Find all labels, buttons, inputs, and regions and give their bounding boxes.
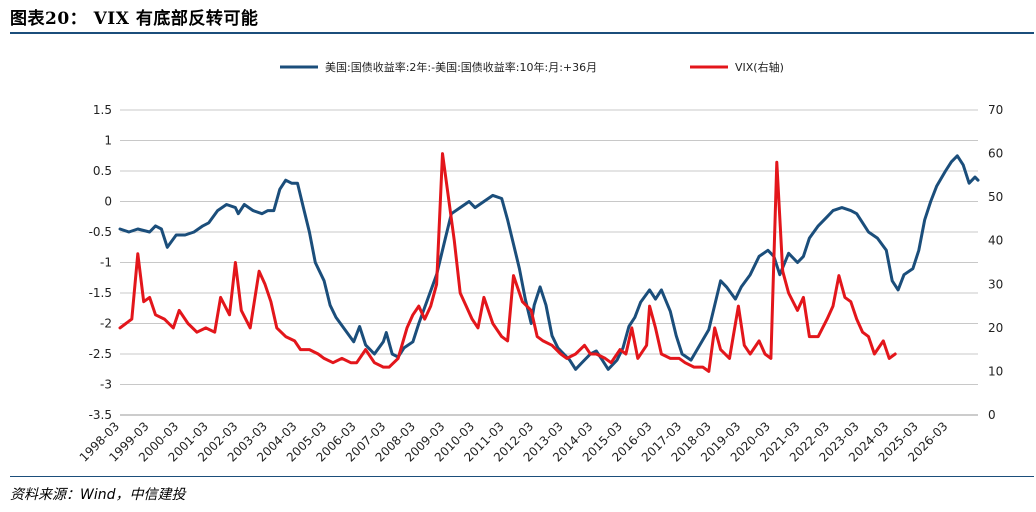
y-right-tick-label: 60	[988, 147, 1003, 161]
legend-label-1: 美国:国债收益率:2年:-美国:国债收益率:10年:月:+36月	[325, 60, 597, 74]
title-divider	[10, 32, 1034, 34]
series-line-2	[118, 152, 897, 373]
y-left-tick-label: -2.5	[89, 347, 112, 361]
y-axis-left: 1.5 1 0.5 0 -0.5 -1 -1.5 -2 -2.5 -3 -3.5	[89, 103, 112, 422]
chart: 1.5 1 0.5 0 -0.5 -1 -1.5 -2 -2.5 -3 -3.5 70 60 50 40 3…	[77, 60, 1004, 465]
y-left-tick-label: -2	[100, 317, 112, 331]
y-left-tick-label: 0	[104, 195, 112, 209]
y-right-tick-label: 50	[988, 190, 1003, 204]
chart-grid	[120, 109, 978, 416]
source-divider	[10, 476, 1034, 477]
chart-lines	[118, 152, 980, 373]
y-left-tick-label: -1.5	[89, 286, 112, 300]
x-axis: 1998-031999-032000-032001-032002-032003-…	[77, 414, 978, 465]
y-left-tick-label: -3.5	[89, 408, 112, 422]
y-right-tick-label: 10	[988, 364, 1003, 378]
y-left-tick-label: 0.5	[93, 164, 112, 178]
y-right-tick-label: 30	[988, 277, 1003, 291]
page-title: 图表20： VIX 有底部反转可能	[10, 9, 259, 29]
y-left-tick-label: -0.5	[89, 225, 112, 239]
chart-legend: 美国:国债收益率:2年:-美国:国债收益率:10年:月:+36月 VIX(右轴)	[280, 60, 784, 74]
y-right-tick-label: 70	[988, 103, 1003, 117]
y-right-tick-label: 40	[988, 234, 1003, 248]
y-right-tick-label: 20	[988, 321, 1003, 335]
y-left-tick-label: 1	[104, 134, 112, 148]
y-left-tick-label: -3	[100, 378, 112, 392]
series-line-1	[118, 154, 980, 371]
y-left-tick-label: -1	[100, 256, 112, 270]
y-right-tick-label: 0	[988, 408, 996, 422]
legend-label-2: VIX(右轴)	[735, 60, 784, 74]
y-axis-right: 70 60 50 40 30 20 10 0	[988, 103, 1003, 422]
source-note: 资料来源：Wind，中信建投	[10, 487, 186, 503]
y-left-tick-label: 1.5	[93, 103, 112, 117]
